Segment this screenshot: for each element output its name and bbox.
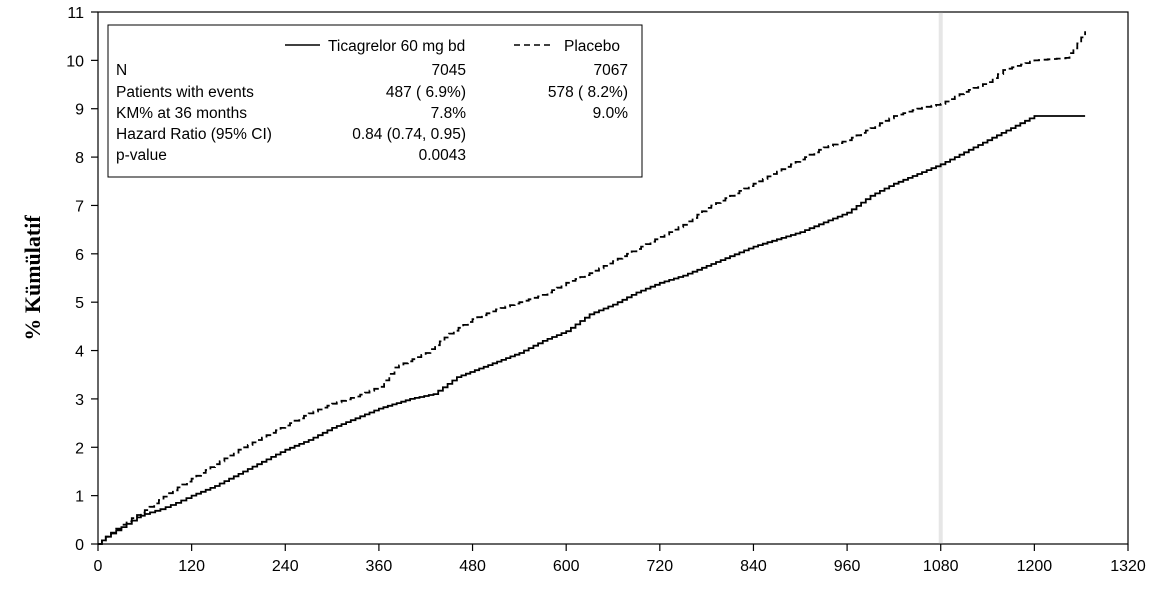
legend-box: Ticagrelor 60 mg bd Placebo N Patients w… xyxy=(107,24,643,178)
x-tick-label: 720 xyxy=(646,558,673,575)
y-tick-label: 7 xyxy=(75,198,84,215)
legend-entry-ticagrelor: Ticagrelor 60 mg bd xyxy=(328,38,465,55)
y-tick-label: 0 xyxy=(75,537,84,554)
x-tick-label: 0 xyxy=(94,558,103,575)
legend-frame xyxy=(107,24,643,178)
stat-label-n: N xyxy=(116,62,127,79)
x-tick-label: 240 xyxy=(272,558,299,575)
plot-frame xyxy=(97,11,1129,545)
stat-label-patients-with-events: Patients with events xyxy=(116,84,254,101)
x-tick-label: 120 xyxy=(178,558,205,575)
y-tick-label: 1 xyxy=(75,489,84,506)
legend-entry-placebo: Placebo xyxy=(564,38,620,55)
x-tick-label: 840 xyxy=(740,558,767,575)
x-tick-label: 480 xyxy=(459,558,486,575)
x-tick-label: 600 xyxy=(553,558,580,575)
y-tick-label: 8 xyxy=(75,150,84,167)
x-tick-label: 1320 xyxy=(1110,558,1146,575)
series-line-ticagrelor xyxy=(98,115,1086,545)
x-tick-label: 360 xyxy=(366,558,393,575)
placebo-events-value: 578 ( 8.2%) xyxy=(548,84,628,101)
y-tick-label: 4 xyxy=(75,344,84,361)
stat-label-p-value: p-value xyxy=(116,147,167,164)
y-tick-label: 6 xyxy=(75,247,84,264)
y-tick-label: 10 xyxy=(66,53,84,70)
ticagrelor-n-value: 7045 xyxy=(432,62,466,79)
ticagrelor-km-value: 7.8% xyxy=(431,105,467,122)
x-tick-label: 960 xyxy=(834,558,861,575)
x-tick-label: 1200 xyxy=(1017,558,1053,575)
plot-frame-group xyxy=(97,11,1129,545)
x-tick-label: 1080 xyxy=(923,558,959,575)
y-tick-label: 2 xyxy=(75,440,84,457)
placebo-km-value: 9.0% xyxy=(593,105,629,122)
y-tick-label: 3 xyxy=(75,392,84,409)
p-value-value: 0.0043 xyxy=(419,147,466,164)
ticagrelor-events-value: 487 ( 6.9%) xyxy=(386,84,466,101)
stat-label-km-36-months: KM% at 36 months xyxy=(116,105,247,122)
y-axis-label: % Kümülatif xyxy=(20,215,45,341)
series-layer xyxy=(98,31,1086,545)
x-axis: 0 120 240 360 480 600 720 840 960 1080 1200 1320 xyxy=(94,544,1146,575)
series-line-placebo xyxy=(98,31,1086,545)
y-tick-label: 9 xyxy=(75,102,84,119)
y-axis: 0 1 2 3 4 5 6 7 8 9 10 11 xyxy=(66,5,98,554)
placebo-n-value: 7067 xyxy=(594,62,628,79)
hazard-ratio-value: 0.84 (0.74, 0.95) xyxy=(352,126,466,143)
y-tick-label: 5 xyxy=(75,295,84,312)
y-tick-label: 11 xyxy=(67,5,84,22)
stat-label-hazard-ratio: Hazard Ratio (95% CI) xyxy=(116,126,272,143)
